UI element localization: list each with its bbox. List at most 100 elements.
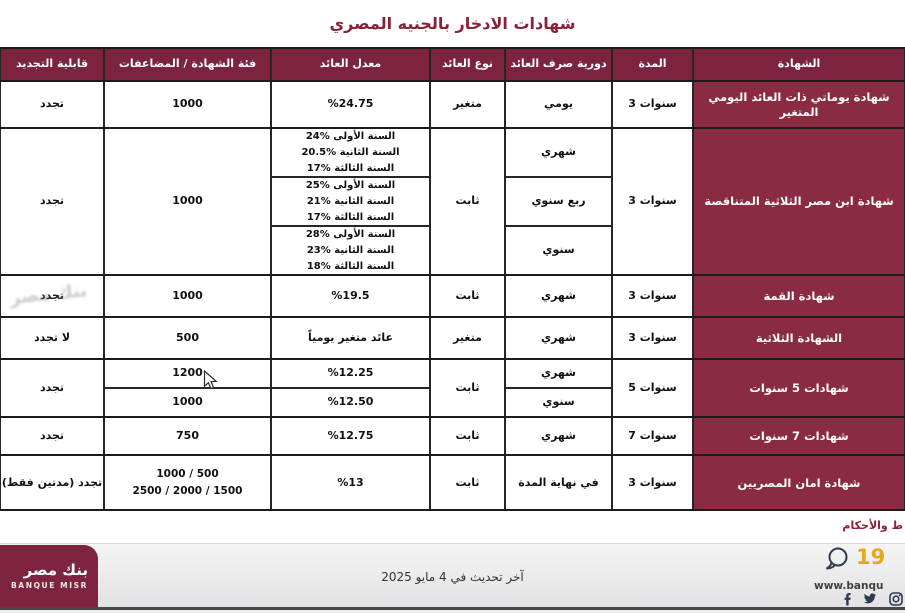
cell-frequency: سنوي [505,226,612,275]
cell-rate-annual: السنة الأولى %28 السنة الثانية %23 السنة… [271,226,430,275]
cell-rate: %13 [271,455,430,511]
cell-denomination: 1000 / 500 2500 / 2000 / 1500 [104,455,271,511]
cell-frequency: شهري [505,359,612,388]
cell-denomination: 1000 [104,388,271,417]
cell-rate: %12.25 [271,359,430,388]
logo-arabic-text: بنك مصر [23,560,88,579]
cell-frequency: سنوي [505,388,612,417]
footer-divider [0,607,905,610]
footer-bar [0,543,905,608]
cell-type: ثابت [430,455,505,511]
table-border [0,416,905,418]
rate-line: السنة الثالثة %17 [306,211,395,223]
cell-duration: 3 سنوات [612,81,693,128]
facebook-icon[interactable] [841,592,855,606]
cell-duration: 3 سنوات [612,455,693,511]
cell-denomination: 1000 [104,128,271,275]
cell-renewal: تجدد [0,81,104,128]
cell-frequency: في نهاية المدة [505,455,612,511]
rate-line: السنة الثانية %20.5 [301,146,400,158]
twitter-icon[interactable] [863,592,877,606]
cell-duration: 7 سنوات [612,417,693,455]
rate-line: السنة الأولى %24 [305,130,396,142]
cell-frequency: يومي [505,81,612,128]
cell-certificate-name: شهادة امان المصريين [693,455,905,511]
terms-and-conditions-link[interactable]: ط والأحكام [842,519,903,532]
cell-certificate-name: شهادة ابن مصر الثلاثية المتناقصة [693,128,905,275]
logo-english-text: BANQUE MISR [10,581,88,591]
header-frequency: دورية صرف العائد [505,48,612,81]
cell-frequency: شهري [505,275,612,317]
cell-certificate-name: شهادات 5 سنوات [693,359,905,417]
cell-denomination: 500 [104,317,271,359]
cell-type: متغير [430,81,505,128]
cell-rate: %24.75 [271,81,430,128]
table-border [0,358,905,360]
cell-renewal: لا تجدد [0,317,104,359]
denomination-line: 1000 / 500 [156,468,219,481]
header-certificate: الشهادة [693,48,905,81]
banque-misr-logo: بنك مصر BANQUE MISR [0,545,98,607]
cell-renewal: تجدد [0,275,104,317]
cell-type: ثابت [430,128,505,275]
table-border [0,127,905,129]
rate-line: السنة الثالثة %17 [306,162,395,174]
rate-line: السنة الأولى %28 [305,228,396,240]
cell-renewal: تجدد [0,128,104,275]
cell-duration: 5 سنوات [612,359,693,417]
cell-frequency: شهري [505,417,612,455]
cell-frequency: ربع سنوي [505,177,612,226]
table-border [0,80,905,82]
header-denomination: فئة الشهادة / المضاعفات [104,48,271,81]
cell-frequency: شهري [505,317,612,359]
cell-denomination: 1000 [104,81,271,128]
cell-rate-quarterly: السنة الأولى %25 السنة الثانية %21 السنة… [271,177,430,226]
table-border [0,47,905,49]
denomination-line: 2500 / 2000 / 1500 [132,485,243,497]
cell-type: متغير [430,317,505,359]
cell-rate: %19.5 [271,275,430,317]
rate-line: السنة الثانية %21 [306,195,395,207]
mouse-cursor [203,370,218,390]
header-type: نوع العائد [430,48,505,81]
cell-type: ثابت [430,275,505,317]
cell-renewal: تجدد (مدتين فقط) [0,455,104,511]
cell-denomination: 750 [104,417,271,455]
cell-rate-monthly: السنة الأولى %24 السنة الثانية %20.5 الس… [271,128,430,177]
cell-certificate-name: شهادات 7 سنوات [693,417,905,455]
cell-denomination: 1000 [104,275,271,317]
hotline-number[interactable]: 19 [856,545,886,569]
rate-line: السنة الثالثة %18 [306,260,395,272]
last-updated-text: آخر تحديث في 4 مايو 2025 [381,570,524,584]
instagram-icon[interactable] [889,592,903,606]
cell-renewal: تجدد [0,417,104,455]
table-border [0,509,905,511]
hotline-bubble-icon [826,547,848,570]
cell-duration: 3 سنوات [612,275,693,317]
rate-line: السنة الأولى %25 [305,179,396,191]
website-url[interactable]: www.banqu [814,580,884,592]
rate-line: السنة الثانية %23 [306,244,395,256]
cell-frequency: شهري [505,128,612,177]
header-duration: المدة [612,48,693,81]
table-border [0,274,905,276]
cell-duration: 3 سنوات [612,128,693,275]
cell-rate: عائد متغير يومياً [271,317,430,359]
cell-rate: %12.75 [271,417,430,455]
bottom-strip [0,610,905,613]
cell-denomination: 1200 [104,359,271,388]
cell-rate: %12.50 [271,388,430,417]
cell-certificate-name: شهادة يوماتي ذات العائد اليومي المتغير [693,81,905,128]
cell-type: ثابت [430,417,505,455]
cell-certificate-name: شهادة القمة [693,275,905,317]
header-rate: معدل العائد [271,48,430,81]
page-title: شهادات الادخار بالجنيه المصري [329,14,576,33]
cell-certificate-name: الشهادة الثلاثية [693,317,905,359]
table-border [0,454,905,456]
cell-duration: 3 سنوات [612,317,693,359]
table-border [0,316,905,318]
cell-type: ثابت [430,359,505,417]
header-renewal: قابلية التجديد [0,48,104,81]
cell-renewal: تجدد [0,359,104,417]
